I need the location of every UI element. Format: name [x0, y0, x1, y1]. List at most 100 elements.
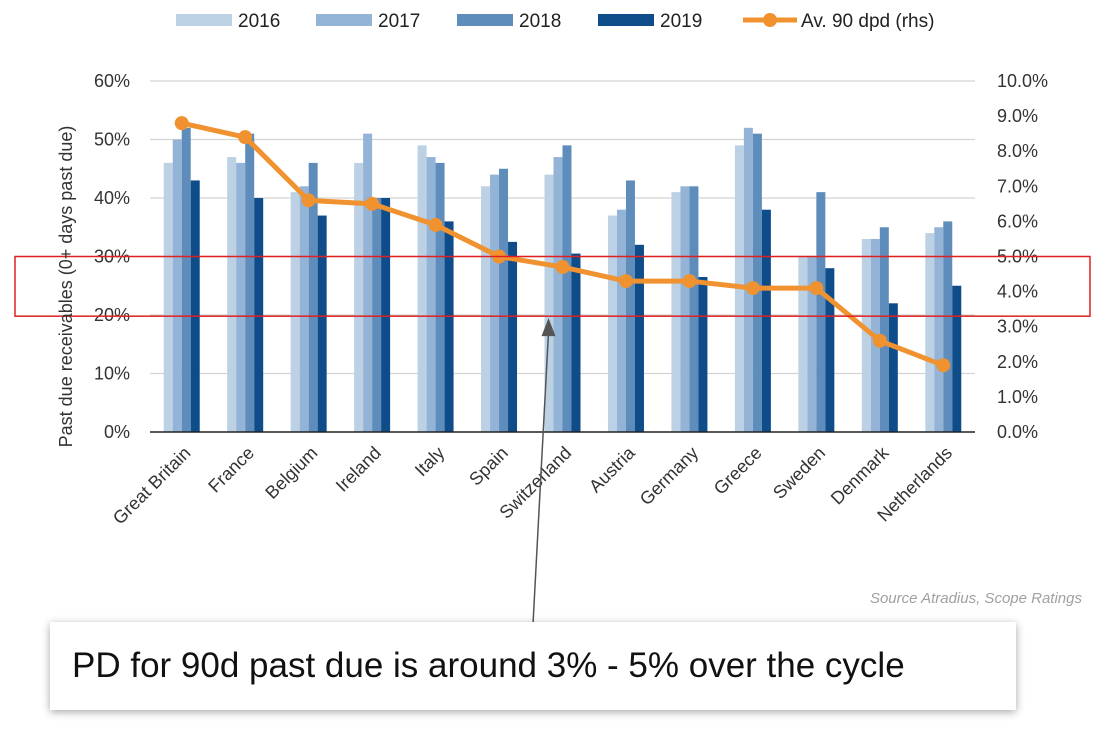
- bar: [743, 127, 753, 433]
- line-point: [745, 281, 760, 296]
- line-point: [365, 196, 380, 211]
- y2-tick-label: 9.0%: [997, 106, 1038, 126]
- bar: [943, 221, 953, 432]
- x-tick-label: Denmark: [827, 442, 893, 508]
- highlight-band: [14, 255, 1091, 317]
- bar: [245, 133, 255, 432]
- x-tick-label: Greece: [710, 443, 766, 499]
- callout-text: PD for 90d past due is around 3% - 5% ov…: [72, 646, 905, 685]
- bar: [227, 157, 237, 433]
- y-tick-label: 10%: [94, 364, 130, 384]
- x-tick-label: France: [204, 443, 258, 497]
- bar: [807, 256, 817, 432]
- callout-box: PD for 90d past due is around 3% - 5% ov…: [50, 622, 1016, 710]
- y2-tick-label: 8.0%: [997, 141, 1038, 161]
- line-point: [428, 217, 443, 232]
- y-tick-label: 20%: [94, 305, 130, 325]
- bar: [625, 180, 635, 432]
- bar: [490, 174, 500, 432]
- bar: [236, 162, 246, 432]
- y-tick-label: 40%: [94, 188, 130, 208]
- y2-tick-label: 3.0%: [997, 317, 1038, 337]
- y-tick-label: 50%: [94, 130, 130, 150]
- bar: [354, 162, 364, 432]
- bar: [607, 215, 617, 432]
- bar: [290, 192, 300, 432]
- bar: [689, 186, 699, 432]
- bar: [616, 209, 626, 432]
- line-point: [809, 281, 824, 296]
- line-point: [936, 358, 951, 373]
- bar: [544, 174, 554, 432]
- bar: [172, 139, 182, 432]
- bar: [879, 227, 889, 432]
- legend-swatch: [316, 14, 372, 26]
- bar: [816, 192, 826, 432]
- bar: [798, 256, 808, 432]
- bar: [888, 303, 898, 432]
- bar: [254, 198, 264, 432]
- y-tick-label: 0%: [104, 422, 130, 442]
- bar: [761, 209, 771, 432]
- bar: [190, 180, 200, 432]
- legend-label: Av. 90 dpd (rhs): [801, 11, 934, 32]
- line-point: [555, 260, 570, 275]
- callout-arrowhead: [541, 318, 556, 337]
- bar: [553, 157, 563, 433]
- y2-tick-label: 7.0%: [997, 176, 1038, 196]
- legend-swatch: [457, 14, 513, 26]
- y-tick-label: 60%: [94, 71, 130, 91]
- bar: [562, 145, 572, 432]
- line-point: [618, 274, 633, 289]
- legend-label: 2019: [660, 11, 702, 32]
- line-point: [872, 333, 887, 348]
- legend-swatch: [176, 14, 232, 26]
- x-tick-label: Austria: [585, 442, 639, 496]
- bar: [481, 186, 491, 432]
- y2-tick-label: 1.0%: [997, 387, 1038, 407]
- bar: [372, 198, 382, 432]
- source-note: Source Atradius, Scope Ratings: [869, 590, 1082, 607]
- y-axis-label: Past due receivables (0+ days past due): [56, 126, 76, 448]
- bar: [499, 168, 509, 432]
- legend-label: 2018: [519, 11, 561, 32]
- y2-tick-label: 0.0%: [997, 422, 1038, 442]
- x-tick-label: Ireland: [332, 443, 385, 496]
- bar: [925, 233, 935, 432]
- y2-tick-label: 4.0%: [997, 282, 1038, 302]
- line-point: [238, 130, 253, 145]
- bar: [299, 186, 309, 432]
- bar: [825, 268, 835, 432]
- callout-arrow: [532, 332, 550, 625]
- legend-label: 2016: [238, 11, 280, 32]
- bar: [508, 241, 518, 432]
- line-point: [301, 193, 316, 208]
- y2-tick-label: 2.0%: [997, 352, 1038, 372]
- bar: [181, 127, 191, 433]
- bar: [363, 133, 373, 432]
- bar: [317, 215, 327, 432]
- line-point: [682, 274, 697, 289]
- bar: [571, 253, 581, 432]
- bar: [444, 221, 454, 432]
- bar: [163, 162, 173, 432]
- bar: [308, 162, 318, 432]
- bar: [698, 276, 708, 432]
- y2-tick-label: 6.0%: [997, 211, 1038, 231]
- x-tick-label: Sweden: [769, 443, 829, 503]
- x-tick-label: Germany: [636, 443, 702, 509]
- legend-swatch-marker: [763, 13, 777, 27]
- bar: [381, 198, 391, 432]
- x-tick-label: Great Britain: [109, 443, 195, 529]
- line-point: [174, 116, 189, 131]
- x-tick-label: Italy: [411, 443, 448, 480]
- x-tick-label: Belgium: [261, 443, 321, 503]
- bar: [435, 162, 445, 432]
- bar: [861, 238, 871, 432]
- bar: [417, 145, 427, 432]
- legend-swatch: [598, 14, 654, 26]
- bar: [634, 244, 644, 432]
- x-tick-label: Spain: [465, 443, 512, 490]
- bar: [426, 157, 436, 433]
